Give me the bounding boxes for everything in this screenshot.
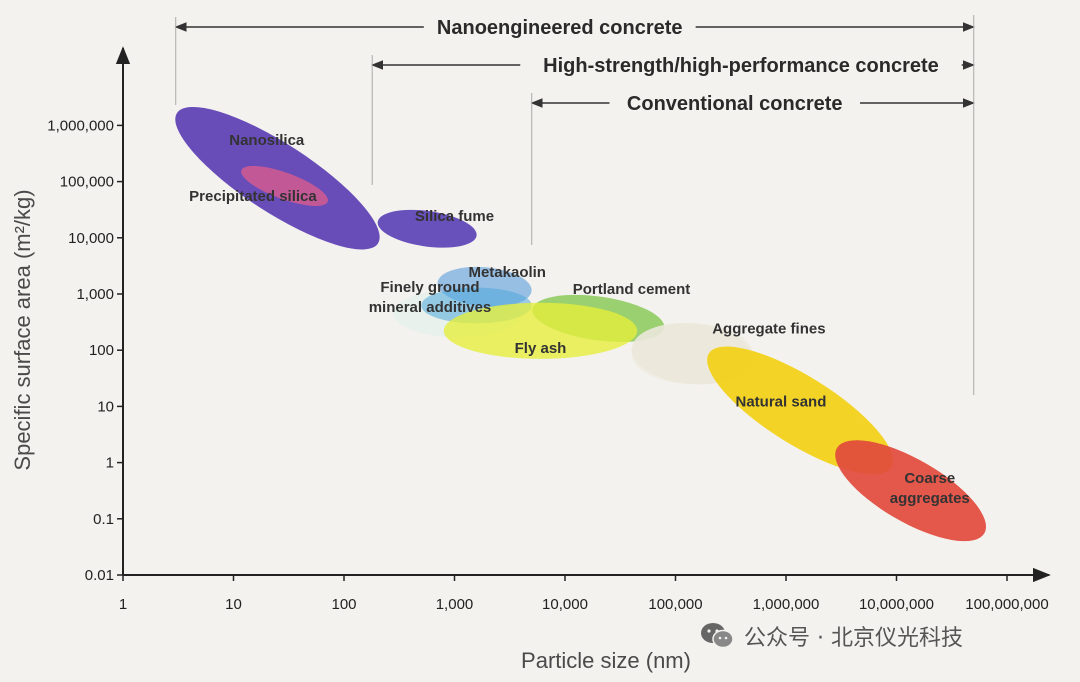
wechat-icon bbox=[701, 623, 734, 649]
region-precipitated-silica bbox=[241, 165, 328, 206]
span-label-high-strength-high-performance-concrete: High-strength/high-performance concrete bbox=[543, 55, 939, 77]
label-fly-ash: Fly ash bbox=[515, 340, 567, 357]
span-layer: Nanoengineered concrete High-strength/hig… bbox=[174, 15, 975, 395]
label-natural-sand: Natural sand bbox=[736, 393, 827, 410]
x-tick-label: 1,000,000 bbox=[753, 596, 820, 613]
x-tick-label: 100,000,000 bbox=[965, 596, 1048, 613]
label-coarse-aggregates: Coarse aggregates bbox=[890, 470, 970, 507]
y-tick-label: 10,000 bbox=[68, 230, 114, 247]
x-tick-label: 1 bbox=[119, 596, 127, 613]
watermark-text: 公众号 · 北京仪光科技 bbox=[744, 626, 963, 651]
label-metakaolin: Metakaolin bbox=[468, 264, 546, 281]
x-tick-label: 10,000,000 bbox=[859, 596, 934, 613]
label-layer: Nanosilica Precipitated silica Silica fume… bbox=[189, 132, 970, 507]
y-tick-label: 1,000 bbox=[76, 286, 114, 303]
region-fly-ash bbox=[443, 302, 638, 359]
watermark: 公众号 · 北京仪光科技 bbox=[700, 620, 963, 652]
x-tick-label: 10 bbox=[225, 596, 242, 613]
y-tick-label: 0.01 bbox=[85, 567, 114, 584]
region-silica-fume bbox=[377, 209, 477, 248]
y-tick-label: 100,000 bbox=[60, 174, 114, 191]
y-tick-label: 100 bbox=[89, 342, 114, 359]
span-label-conventional-concrete: Conventional concrete bbox=[627, 93, 843, 115]
label-finely-ground-mineral-additives: Finely ground mineral additives bbox=[369, 279, 492, 316]
span-label-nanoengineered-concrete: Nanoengineered concrete bbox=[437, 17, 683, 39]
label-silica-fume: Silica fume bbox=[415, 208, 494, 225]
region-coarse-aggregates bbox=[835, 440, 987, 542]
x-axis-title: Particle size (nm) bbox=[521, 648, 691, 673]
label-precipitated-silica: Precipitated silica bbox=[189, 188, 317, 205]
y-tick-label: 0.1 bbox=[93, 511, 114, 528]
x-tick-label: 100,000 bbox=[648, 596, 702, 613]
y-tick-label: 10 bbox=[97, 398, 114, 415]
x-tick-label: 1,000 bbox=[436, 596, 474, 613]
y-tick-label: 1 bbox=[106, 455, 114, 472]
y-tick-label: 1,000,000 bbox=[47, 117, 114, 134]
label-aggregate-fines: Aggregate fines bbox=[712, 320, 825, 337]
x-tick-label: 10,000 bbox=[542, 596, 588, 613]
y-axis-title: Specific surface area (m²/kg) bbox=[10, 189, 35, 470]
axes: 1 10 100 1,000 10,000 100,000 1,000,000 10,000,… bbox=[47, 46, 1051, 613]
label-portland-cement: Portland cement bbox=[573, 281, 691, 298]
label-nanosilica: Nanosilica bbox=[229, 132, 305, 149]
region-layer bbox=[175, 106, 987, 542]
x-tick-label: 100 bbox=[331, 596, 356, 613]
